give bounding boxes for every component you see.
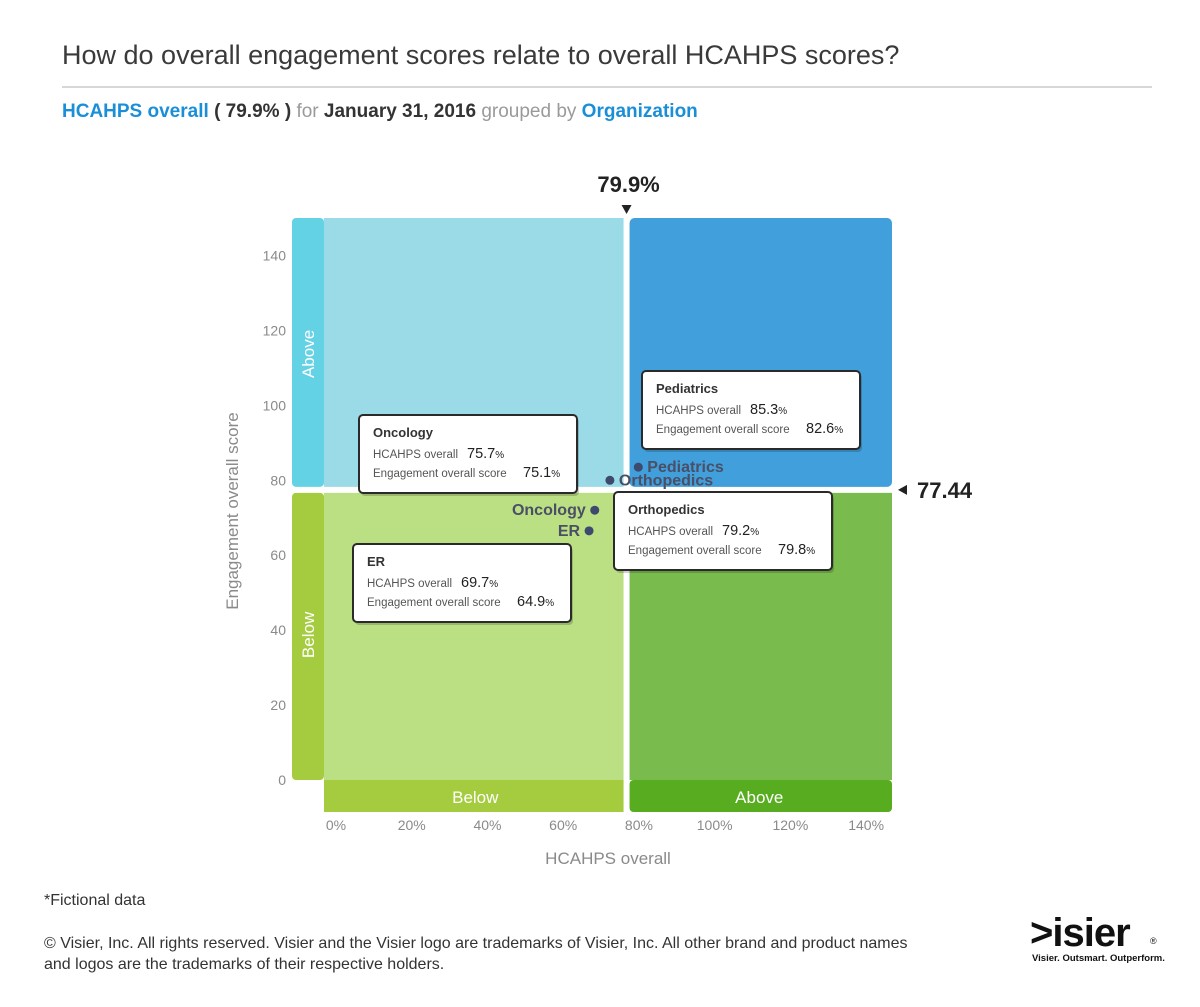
quadrant-chart: Above Below Below Above 0 20 40 60 80 100 120 140 0… <box>223 172 973 868</box>
date-selector[interactable]: January 31, 2016 <box>323 101 477 122</box>
quadrant-bottom-left <box>324 492 624 780</box>
y-tick-label: 140 <box>263 247 287 263</box>
tooltip-title: Orthopedics <box>628 502 705 517</box>
tooltip-metric2-label: Engagement overall score <box>367 597 501 609</box>
tooltip-card <box>358 414 578 494</box>
point-pediatrics <box>633 462 643 472</box>
tooltip-metric2-label: Engagement overall score <box>628 545 762 557</box>
y-band-below <box>292 492 324 780</box>
point-label-oncology: Oncology <box>512 502 586 519</box>
point-label-er: ER <box>558 523 581 540</box>
x-tick-label: 0% <box>326 817 346 833</box>
tooltip-metric2-value: 79.8% <box>778 542 815 558</box>
tooltip-card <box>641 370 861 450</box>
x-tick-label: 100% <box>697 817 733 833</box>
subtitle-for: for <box>296 101 319 122</box>
metric-selector[interactable]: HCAHPS overall <box>62 101 209 122</box>
point-orthopedics <box>605 475 615 485</box>
y-tick-label: 100 <box>263 397 287 413</box>
x-band-above <box>629 780 892 812</box>
y-threshold-marker <box>898 484 907 495</box>
chart-subtitle: HCAHPS overall ( 79.9% ) for January 31,… <box>62 101 698 123</box>
tooltip-title: Pediatrics <box>656 381 718 396</box>
y-band-above <box>292 218 324 487</box>
x-tick-label: 80% <box>625 817 653 833</box>
tooltip-card <box>352 543 572 623</box>
title-divider <box>62 86 1152 88</box>
x-tick-label: 140% <box>848 817 884 833</box>
tooltip-metric1-value: 75.7% <box>467 446 504 462</box>
x-tick-label: 20% <box>398 817 426 833</box>
x-tick-label: 120% <box>772 817 808 833</box>
x-tick-label: 60% <box>549 817 577 833</box>
tooltip-er: ER HCAHPS overall 69.7% Engagement overall … <box>352 543 573 625</box>
x-threshold-marker <box>621 205 632 214</box>
x-band-above-label: Above <box>735 788 783 807</box>
y-tick-label: 60 <box>270 547 286 563</box>
x-tick-label: 40% <box>473 817 501 833</box>
y-axis-title: Engagement overall score <box>223 412 242 610</box>
y-threshold-label: 77.44 <box>917 478 973 503</box>
logo-tagline: Visier. Outsmart. Outperform. <box>1032 953 1165 964</box>
tooltip-metric2-label: Engagement overall score <box>373 468 507 480</box>
subtitle-paren-open: ( <box>214 101 221 122</box>
subtitle-grouped-by: grouped by <box>481 101 577 122</box>
point-label-orthopedics: Orthopedics <box>619 472 713 489</box>
tooltip-metric2-value: 64.9% <box>517 594 554 610</box>
y-tick-label: 120 <box>263 322 287 338</box>
subtitle-value: 79.9% <box>225 101 280 122</box>
x-band-below-label: Below <box>452 788 499 807</box>
tooltip-metric1-value: 79.2% <box>722 523 759 539</box>
y-tick-label: 20 <box>270 697 286 713</box>
point-er <box>584 526 594 536</box>
page-title: How do overall engagement scores relate … <box>62 40 900 70</box>
subtitle-paren-close: ) <box>284 101 292 122</box>
visier-logo: >isier ® <box>1030 911 1157 955</box>
tooltip-metric2-label: Engagement overall score <box>656 424 790 436</box>
copyright-notice: © Visier, Inc. All rights reserved. Visi… <box>44 935 908 973</box>
y-tick-label: 0 <box>278 772 286 788</box>
tooltip-metric2-value: 75.1% <box>523 465 560 481</box>
tooltip-metric1-label: HCAHPS overall <box>373 449 458 461</box>
group-by-selector[interactable]: Organization <box>581 101 698 122</box>
svg-text:>isier: >isier <box>1030 911 1130 955</box>
x-axis-title: HCAHPS overall <box>545 849 671 868</box>
tooltip-metric1-value: 85.3% <box>750 402 787 418</box>
tooltip-pediatrics: Pediatrics HCAHPS overall 85.3% Engagement … <box>641 370 862 452</box>
tooltip-metric1-label: HCAHPS overall <box>628 526 713 538</box>
y-band-above-label: Above <box>299 330 318 378</box>
tooltip-title: Oncology <box>373 425 434 440</box>
tooltip-metric1-label: HCAHPS overall <box>367 578 452 590</box>
y-tick-label: 80 <box>270 472 286 488</box>
y-tick-label: 40 <box>270 622 286 638</box>
x-band-below <box>324 780 624 812</box>
tooltip-card <box>613 491 833 571</box>
svg-text:®: ® <box>1150 936 1157 946</box>
point-label-pediatrics: Pediatrics <box>647 459 724 476</box>
point-oncology <box>590 505 600 515</box>
tooltip-metric1-value: 69.7% <box>461 575 498 591</box>
tooltip-oncology: Oncology HCAHPS overall 75.7% Engagement ov… <box>358 414 579 496</box>
tooltip-metric2-value: 82.6% <box>806 421 843 437</box>
y-band-below-label: Below <box>299 611 318 658</box>
tooltip-orthopedics: Orthopedics HCAHPS overall 79.2% Engagement… <box>613 491 834 573</box>
x-threshold-label: 79.9% <box>597 172 659 197</box>
fictional-data-note: *Fictional data <box>44 892 146 909</box>
tooltip-title: ER <box>367 554 386 569</box>
tooltip-metric1-label: HCAHPS overall <box>656 405 741 417</box>
